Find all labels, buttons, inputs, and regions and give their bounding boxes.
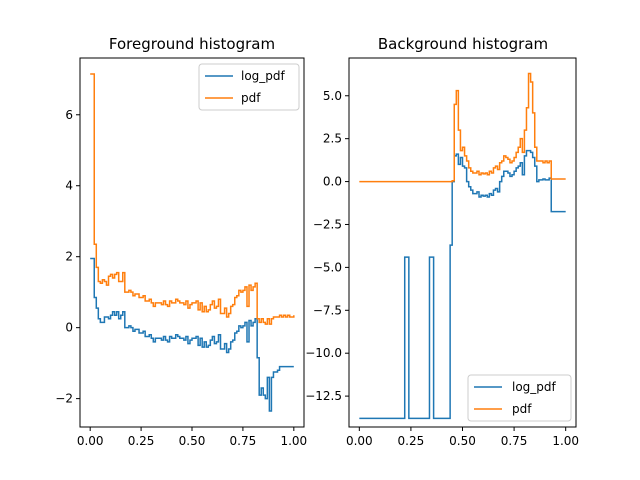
foreground-x-tick-label: 0.00 <box>77 434 104 448</box>
background-legend-label-log-pdf: log_pdf <box>512 380 557 394</box>
foreground-x-tick-label: 0.75 <box>230 434 257 448</box>
background-series-log-pdf <box>359 149 566 420</box>
background-x-tick-label: 0.75 <box>501 434 528 448</box>
foreground-y-tick-label: 6 <box>65 108 73 122</box>
foreground-legend-label-log-pdf: log_pdf <box>241 69 286 83</box>
foreground-y-tick-label: 2 <box>65 250 73 264</box>
background-y-tick-label: −10.0 <box>305 346 342 360</box>
background-plot-area <box>359 72 566 420</box>
background-y-tick-label: −5.0 <box>313 260 342 274</box>
foreground-y-tick-label: 4 <box>65 179 73 193</box>
background-series-pdf <box>359 72 566 183</box>
background-x-tick-label: 0.00 <box>346 434 373 448</box>
foreground-x-tick-label: 0.50 <box>179 434 206 448</box>
foreground-legend: log_pdf pdf <box>198 63 300 111</box>
background-x-tick-label: 0.25 <box>398 434 425 448</box>
background-x-tick-label: 0.50 <box>449 434 476 448</box>
foreground-title: Foreground histogram <box>109 35 275 53</box>
foreground-panel: Foreground histogram 0.00 0.25 0.50 0.75 1.0… <box>55 35 307 448</box>
background-ticks: 0.00 0.25 0.50 0.75 1.00 −12.5 −10.0 −7.5 −5.0 −2… <box>305 89 579 448</box>
background-y-tick-label: 5.0 <box>323 89 342 103</box>
background-y-tick-label: 0.0 <box>323 175 342 189</box>
background-y-tick-label: 2.5 <box>323 132 342 146</box>
foreground-ticks: 0.00 0.25 0.50 0.75 1.00 −2 0 2 4 6 <box>55 108 307 448</box>
foreground-series-pdf <box>90 73 295 325</box>
foreground-y-tick-label: 0 <box>65 321 73 335</box>
background-panel: Background histogram 0.00 0.25 0.50 0.75 1.0… <box>305 35 579 448</box>
foreground-y-tick-label: −2 <box>55 392 73 406</box>
foreground-legend-label-pdf: pdf <box>241 91 261 105</box>
background-y-tick-label: −2.5 <box>313 217 342 231</box>
background-x-tick-label: 1.00 <box>552 434 579 448</box>
foreground-plot-area <box>90 73 295 412</box>
background-title: Background histogram <box>378 35 548 53</box>
foreground-series-log-pdf <box>90 257 294 412</box>
background-y-tick-label: −12.5 <box>305 389 342 403</box>
background-y-tick-label: −7.5 <box>313 303 342 317</box>
background-legend: log_pdf pdf <box>467 374 572 422</box>
background-legend-label-pdf: pdf <box>512 402 532 416</box>
foreground-x-tick-label: 0.25 <box>128 434 155 448</box>
foreground-x-tick-label: 1.00 <box>280 434 307 448</box>
